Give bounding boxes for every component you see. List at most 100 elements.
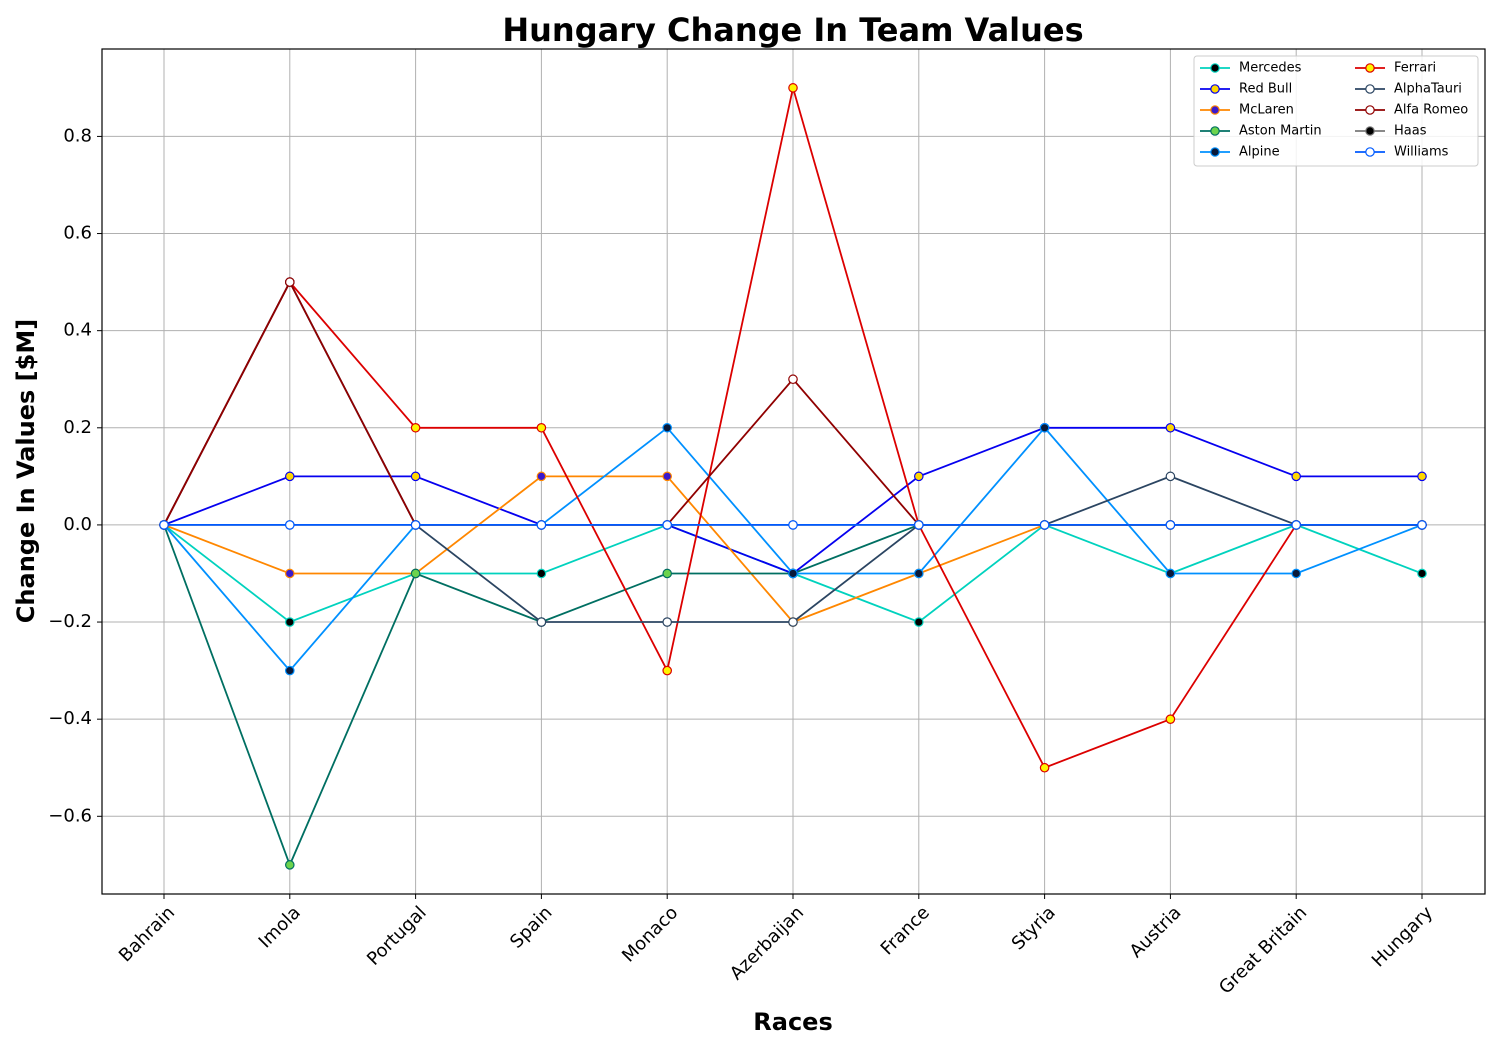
data-point-alpine xyxy=(913,568,924,579)
data-point-ferrari xyxy=(1039,762,1050,773)
series-layer xyxy=(159,83,1427,870)
x-tick-label: Portugal xyxy=(363,902,431,970)
data-point-alpine xyxy=(662,422,672,433)
legend-item-williams: Williams xyxy=(1355,145,1449,160)
data-point-red-bull xyxy=(284,471,295,482)
legend-marker xyxy=(1365,63,1375,73)
data-point-williams xyxy=(1165,520,1176,530)
data-point-red-bull xyxy=(1291,471,1301,482)
data-point-williams xyxy=(1417,520,1427,530)
legend-label: Ferrari xyxy=(1394,61,1436,76)
data-point-ferrari xyxy=(788,83,798,93)
data-point-alpine xyxy=(788,568,798,579)
x-axis-label: Races xyxy=(753,1008,832,1036)
legend-item-haas: Haas xyxy=(1355,124,1427,139)
data-point-mclaren xyxy=(662,471,672,482)
legend-marker xyxy=(1210,105,1220,115)
legend-item-alpine: Alpine xyxy=(1200,145,1280,160)
y-axis-label: Change In Values [$M] xyxy=(12,319,40,623)
x-tick-label: Spain xyxy=(506,902,556,952)
legend-item-alfa-romeo: Alfa Romeo xyxy=(1355,103,1468,118)
legend-marker xyxy=(1365,147,1375,157)
data-point-williams xyxy=(410,520,421,530)
x-tick-label: Great Britain xyxy=(1215,902,1311,998)
y-tick-label: 0.8 xyxy=(63,125,92,146)
data-point-mclaren xyxy=(284,568,295,579)
data-point-alpine xyxy=(284,665,295,676)
data-point-mercedes xyxy=(536,568,547,579)
y-tick-label: 0.2 xyxy=(63,417,92,438)
data-point-williams xyxy=(788,520,798,530)
data-point-aston-martin xyxy=(410,568,421,579)
y-tick-label: 0.0 xyxy=(63,514,92,535)
data-point-alpine xyxy=(1039,422,1050,433)
data-point-alphatauri xyxy=(788,617,798,627)
data-point-alpine xyxy=(1165,568,1176,579)
chart-title: Hungary Change In Team Values xyxy=(502,11,1083,49)
data-point-red-bull xyxy=(913,471,924,482)
legend-marker xyxy=(1210,147,1220,157)
data-point-alpine xyxy=(1291,568,1301,579)
legend: Mercedes Red Bull McLaren Aston Martin Alpin… xyxy=(1193,55,1479,167)
x-tick-label: Azerbaijan xyxy=(726,902,808,984)
data-point-aston-martin xyxy=(284,860,295,870)
data-point-alphatauri xyxy=(662,617,672,627)
y-tick-label: −0.4 xyxy=(48,708,92,729)
data-point-williams xyxy=(536,520,547,530)
data-point-mclaren xyxy=(536,471,547,482)
legend-item-ferrari: Ferrari xyxy=(1355,61,1436,76)
legend-item-mercedes: Mercedes xyxy=(1200,61,1302,76)
data-point-ferrari xyxy=(662,665,672,676)
y-tick-label: −0.6 xyxy=(48,805,92,826)
y-axis: −0.6 −0.4 −0.2 0.0 0.2 0.4 0.6 0.8 xyxy=(48,125,102,826)
legend-marker xyxy=(1365,84,1375,94)
legend-marker xyxy=(1210,63,1220,73)
legend-item-mclaren: McLaren xyxy=(1200,103,1294,118)
legend-marker xyxy=(1210,84,1220,94)
data-point-williams xyxy=(662,520,672,530)
legend-label: AlphaTauri xyxy=(1394,82,1462,97)
y-tick-label: 0.6 xyxy=(63,223,92,244)
legend-item-red-bull: Red Bull xyxy=(1200,82,1292,97)
y-tick-label: −0.2 xyxy=(48,611,92,632)
data-point-alfa-romeo xyxy=(284,277,295,287)
data-point-mercedes xyxy=(913,617,924,627)
data-point-williams xyxy=(284,520,295,530)
x-tick-label: Hungary xyxy=(1368,902,1437,971)
legend-label: Red Bull xyxy=(1239,82,1292,97)
legend-label: McLaren xyxy=(1239,103,1294,118)
legend-label: Alpine xyxy=(1239,145,1280,160)
x-tick-label: Austria xyxy=(1126,902,1186,962)
y-tick-label: 0.4 xyxy=(63,320,92,341)
grid xyxy=(102,49,1485,894)
data-point-red-bull xyxy=(410,471,421,482)
legend-label: Alfa Romeo xyxy=(1394,103,1468,118)
x-tick-label: France xyxy=(877,902,934,959)
data-point-mercedes xyxy=(1417,568,1427,579)
legend-frame xyxy=(1193,55,1479,167)
x-tick-label: Bahrain xyxy=(115,902,179,966)
x-axis: Bahrain Imola Portugal Spain Monaco Azerbaija… xyxy=(115,894,1437,998)
data-point-williams xyxy=(913,520,924,530)
x-tick-label: Imola xyxy=(255,902,305,952)
legend-marker xyxy=(1365,105,1375,115)
x-tick-label: Styria xyxy=(1008,902,1060,954)
legend-marker xyxy=(1365,126,1375,136)
data-point-williams xyxy=(1039,520,1050,530)
legend-item-aston-martin: Aston Martin xyxy=(1200,124,1322,139)
data-point-ferrari xyxy=(1165,714,1176,724)
legend-label: Mercedes xyxy=(1239,61,1302,76)
data-point-ferrari xyxy=(536,422,547,433)
data-point-mercedes xyxy=(284,617,295,627)
data-point-alphatauri xyxy=(1165,471,1176,482)
x-tick-label: Monaco xyxy=(618,902,682,966)
series-williams xyxy=(159,520,1427,530)
data-point-alfa-romeo xyxy=(788,374,798,385)
legend-label: Williams xyxy=(1394,145,1449,160)
data-point-red-bull xyxy=(1165,422,1176,433)
data-point-alphatauri xyxy=(536,617,547,627)
data-point-ferrari xyxy=(410,422,421,433)
legend-marker xyxy=(1210,126,1220,136)
data-point-williams xyxy=(159,520,169,530)
